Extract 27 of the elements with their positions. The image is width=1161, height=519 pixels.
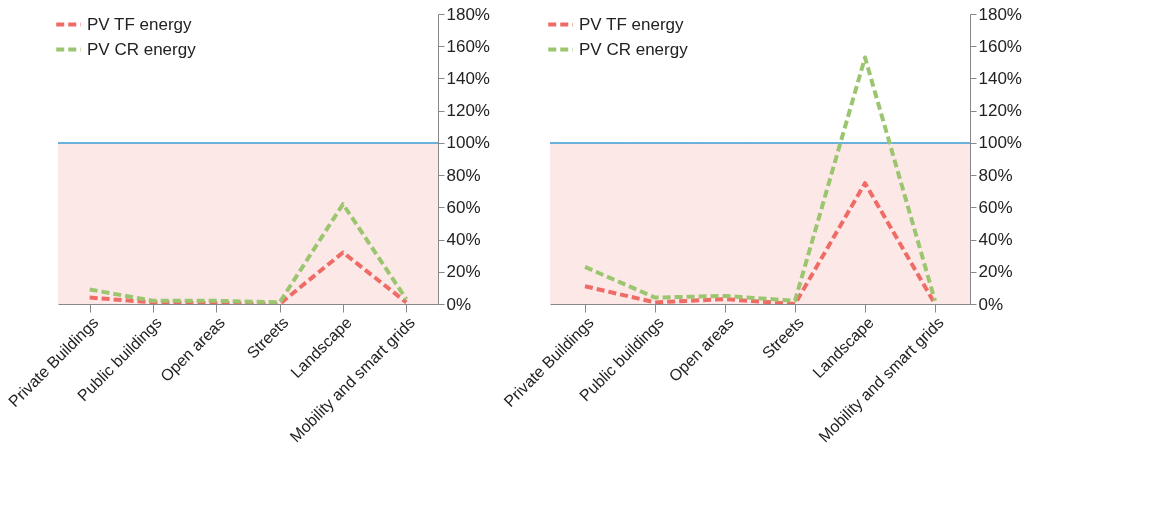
y-tick-label: 0% <box>978 294 1004 314</box>
y-tick-label: 40% <box>978 230 1013 250</box>
y-tick-label: 140% <box>446 68 490 88</box>
y-tick-label: 20% <box>978 262 1013 282</box>
line-series <box>87 202 409 304</box>
y-tick-label: 60% <box>978 197 1013 217</box>
line-series <box>583 181 937 304</box>
y-tick-label: 120% <box>446 101 490 121</box>
legend-label: PV TF energy <box>87 14 193 34</box>
y-tick-label: 180% <box>978 4 1022 24</box>
legend-label: PV CR energy <box>579 39 689 59</box>
y-tick-label: 80% <box>446 165 481 185</box>
legend-label: PV TF energy <box>579 14 685 34</box>
y-tick-label: 80% <box>978 165 1013 185</box>
y-tick-label: 20% <box>446 262 481 282</box>
y-tick-label: 180% <box>446 4 490 24</box>
y-tick-label: 40% <box>446 230 481 250</box>
legend-label: PV CR energy <box>87 39 197 59</box>
y-tick-label: 0% <box>446 294 472 314</box>
y-tick-label: 160% <box>446 36 490 56</box>
y-tick-label: 120% <box>978 101 1022 121</box>
y-tick-label: 100% <box>978 133 1022 153</box>
y-tick-label: 100% <box>446 133 490 153</box>
y-tick-label: 160% <box>978 36 1022 56</box>
y-tick-label: 60% <box>446 197 481 217</box>
line-series <box>87 250 409 304</box>
y-tick-label: 140% <box>978 68 1022 88</box>
